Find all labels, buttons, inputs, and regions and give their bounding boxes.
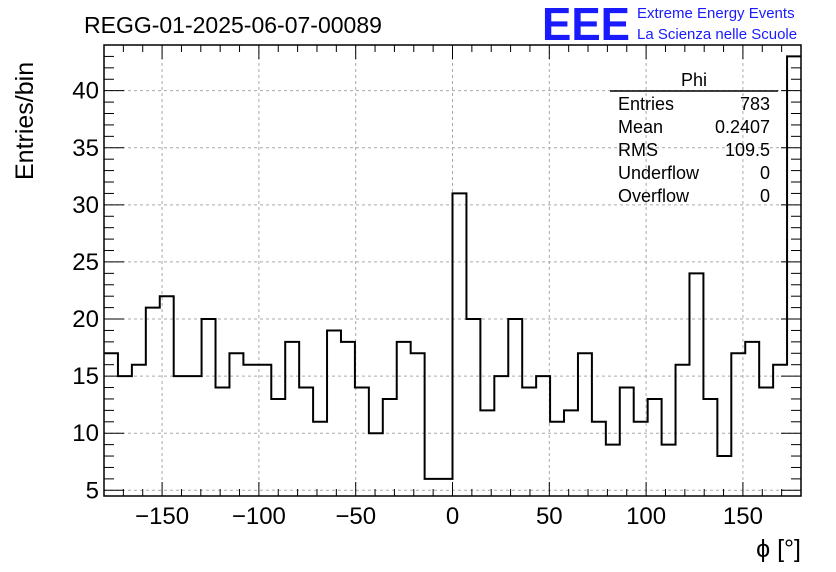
y-tick-label: 10 [72,420,99,447]
stats-row-value: 109.5 [725,140,770,160]
x-tick-label: 50 [536,503,563,530]
stats-row-label: Mean [618,117,663,137]
x-tick-label: 100 [626,503,666,530]
stats-row-value: 783 [740,94,770,114]
y-tick-labels: 5 10 15 20 25 30 35 40 [72,78,99,505]
x-tick-label: −100 [232,503,286,530]
eee-logo-line2: La Scienza nelle Scuole [637,26,797,43]
stats-title: Phi [681,70,707,90]
x-tick-labels: −150 −100 −50 0 50 100 150 [135,503,763,530]
y-tick-label: 30 [72,192,99,219]
stats-row-value: 0 [760,186,770,206]
x-tick-label: −150 [135,503,189,530]
x-axis-label: ϕ [°] [756,535,801,563]
y-tick-label: 40 [72,78,99,105]
chart-title: REGG-01-2025-06-07-00089 [84,12,382,38]
y-tick-label: 15 [72,363,99,390]
stats-row-value: 0 [760,163,770,183]
x-tick-label: 150 [723,503,763,530]
x-tick-label: 0 [446,503,459,530]
stats-row-value: 0.2407 [715,117,770,137]
stats-box: Phi Entries 783 Mean 0.2407 RMS 109.5 Underflo… [610,70,778,206]
histogram-outline [104,55,801,480]
y-axis-label: Entries/bin [11,62,39,180]
eee-logo: EEE Extreme Energy Events La Scienza nel… [542,0,797,50]
y-tick-label: 20 [72,306,99,333]
eee-logo-line1: Extreme Energy Events [637,5,795,22]
stats-row-label: Underflow [618,163,700,183]
stats-row-label: Entries [618,94,674,114]
x-tick-label: −50 [335,503,376,530]
stats-rows: Entries 783 Mean 0.2407 RMS 109.5 Underflow 0 Ov… [618,94,770,206]
histogram-bars [104,55,801,480]
eee-logo-mark: EEE [542,0,630,50]
y-tick-label: 5 [86,477,99,504]
stats-row-label: Overflow [618,186,690,206]
y-tick-label: 25 [72,249,99,276]
axis-ticks [104,44,801,496]
stats-row-label: RMS [618,140,658,160]
y-tick-label: 35 [72,135,99,162]
